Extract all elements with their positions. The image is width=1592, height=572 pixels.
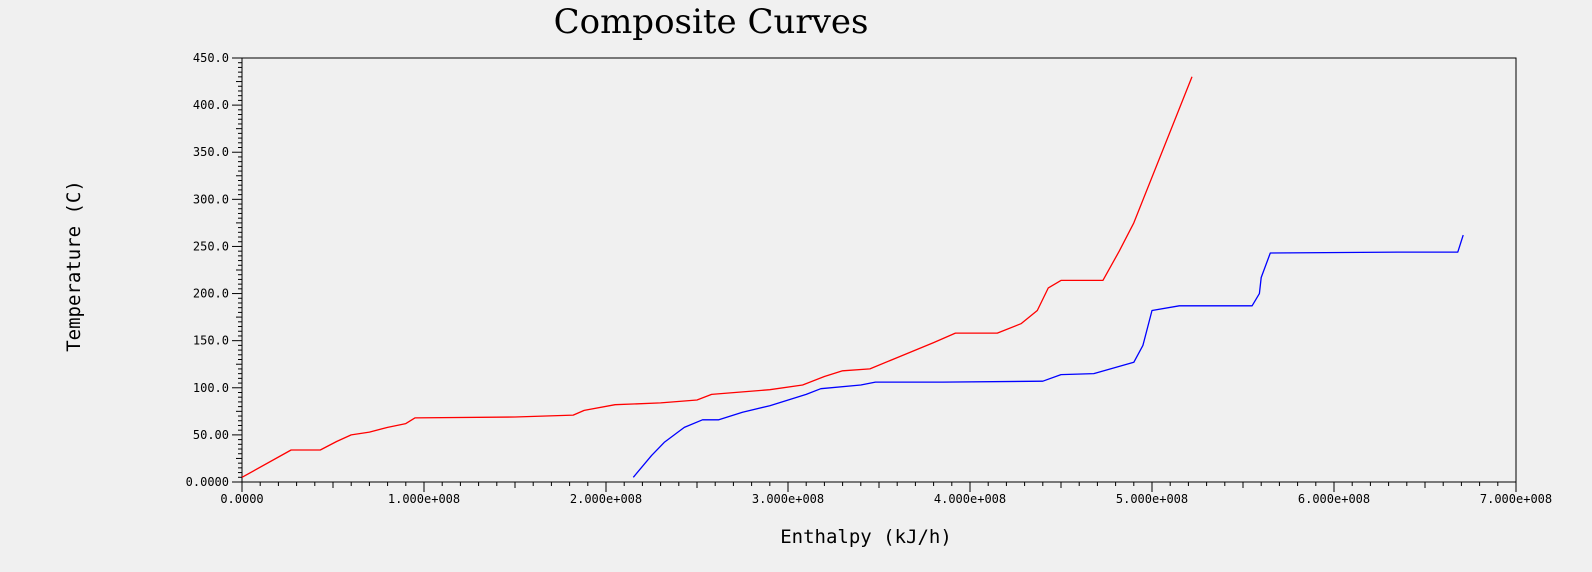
x-tick-label: 6.000e+008 [1298,492,1370,506]
y-tick-label: 250.0 [193,239,229,253]
y-tick-label: 0.0000 [186,475,229,489]
y-tick-label: 50.00 [193,428,229,442]
y-tick-label: 100.0 [193,381,229,395]
chart-title: Composite Curves [554,2,869,42]
y-tick-label: 200.0 [193,287,229,301]
x-tick-label: 4.000e+008 [934,492,1006,506]
y-tick-label: 150.0 [193,334,229,348]
y-tick-label: 450.0 [193,51,229,65]
x-tick-label: 7.000e+008 [1480,492,1552,506]
hot-composite-curve [241,76,1193,478]
x-tick-label: 1.000e+008 [388,492,460,506]
y-tick-label: 350.0 [193,145,229,159]
y-tick-label: 400.0 [193,98,229,112]
x-tick-label: 0.0000 [220,492,263,506]
x-tick-label: 5.000e+008 [1116,492,1188,506]
x-tick-label: 2.000e+008 [570,492,642,506]
cold-composite-curve [632,234,1464,478]
x-axis-label: Enthalpy (kJ/h) [780,526,952,548]
plot-frame [241,57,1517,483]
y-tick-label: 300.0 [193,192,229,206]
y-axis-label: Temperature (C) [63,180,85,352]
x-tick-label: 3.000e+008 [752,492,824,506]
